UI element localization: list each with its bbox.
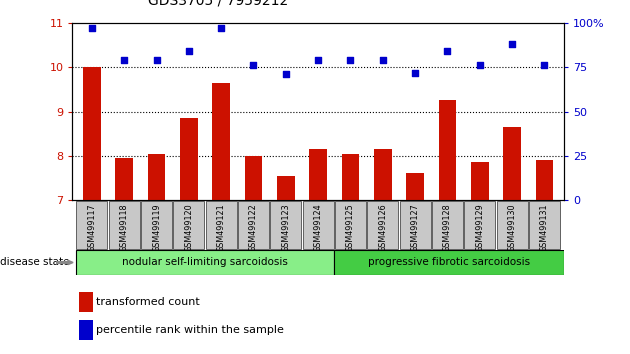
Bar (83, 67, 101, 200)
FancyBboxPatch shape (367, 201, 398, 249)
Point (216, 25, 226, 31)
Bar (536, 160, 553, 200)
Text: nodular self-limiting sarcoidosis: nodular self-limiting sarcoidosis (122, 257, 288, 268)
Point (248, 63, 258, 68)
FancyBboxPatch shape (76, 201, 107, 249)
Point (539, 63, 549, 68)
Point (281, 72, 291, 77)
Text: GSM499122: GSM499122 (249, 203, 258, 252)
Point (507, 41, 517, 47)
Bar (277, 176, 295, 200)
FancyBboxPatch shape (270, 201, 301, 249)
Text: GSM499124: GSM499124 (314, 203, 323, 252)
FancyBboxPatch shape (529, 201, 560, 249)
FancyBboxPatch shape (238, 201, 269, 249)
FancyBboxPatch shape (108, 201, 140, 249)
FancyBboxPatch shape (496, 201, 528, 249)
Point (119, 57, 129, 63)
Text: GSM499127: GSM499127 (411, 203, 420, 252)
Bar (335, 250, 564, 275)
Text: GSM499126: GSM499126 (378, 203, 387, 252)
Text: GSM499120: GSM499120 (185, 203, 193, 252)
Text: GSM499125: GSM499125 (346, 203, 355, 252)
Text: GSM499128: GSM499128 (443, 203, 452, 252)
Point (410, 70, 420, 75)
FancyBboxPatch shape (335, 201, 366, 249)
Bar (147, 154, 166, 200)
Text: GSM499123: GSM499123 (282, 203, 290, 252)
Point (151, 57, 161, 63)
Bar (180, 118, 198, 200)
Text: GSM499131: GSM499131 (540, 203, 549, 252)
Text: progressive fibrotic sarcoidosis: progressive fibrotic sarcoidosis (368, 257, 530, 268)
Bar (115, 158, 133, 200)
Bar (406, 173, 424, 200)
Text: GSM499118: GSM499118 (120, 203, 129, 252)
Bar (438, 101, 456, 200)
Bar (309, 149, 327, 200)
Text: percentile rank within the sample: percentile rank within the sample (96, 325, 284, 335)
Text: GSM499129: GSM499129 (475, 203, 484, 252)
Bar (212, 83, 230, 200)
Bar (244, 156, 262, 200)
Point (442, 48, 452, 54)
Text: GSM499117: GSM499117 (88, 203, 96, 252)
Text: transformed count: transformed count (96, 297, 200, 307)
Text: disease state: disease state (0, 257, 69, 268)
Text: GSM499130: GSM499130 (508, 203, 517, 252)
Bar (341, 154, 359, 200)
Text: GSM499119: GSM499119 (152, 203, 161, 252)
Point (378, 57, 388, 63)
FancyBboxPatch shape (205, 201, 237, 249)
Text: GSM499121: GSM499121 (217, 203, 226, 252)
FancyBboxPatch shape (432, 201, 463, 249)
Point (87, 25, 97, 31)
FancyBboxPatch shape (173, 201, 204, 249)
Point (475, 63, 485, 68)
Point (184, 48, 194, 54)
Text: GDS3705 / 7959212: GDS3705 / 7959212 (148, 0, 289, 7)
Point (345, 57, 355, 63)
FancyBboxPatch shape (141, 201, 172, 249)
Point (313, 57, 323, 63)
Bar (471, 162, 489, 200)
FancyBboxPatch shape (302, 201, 334, 249)
FancyBboxPatch shape (464, 201, 495, 249)
Bar (374, 149, 392, 200)
Bar (76, 250, 335, 275)
FancyBboxPatch shape (399, 201, 431, 249)
Bar (503, 127, 521, 200)
